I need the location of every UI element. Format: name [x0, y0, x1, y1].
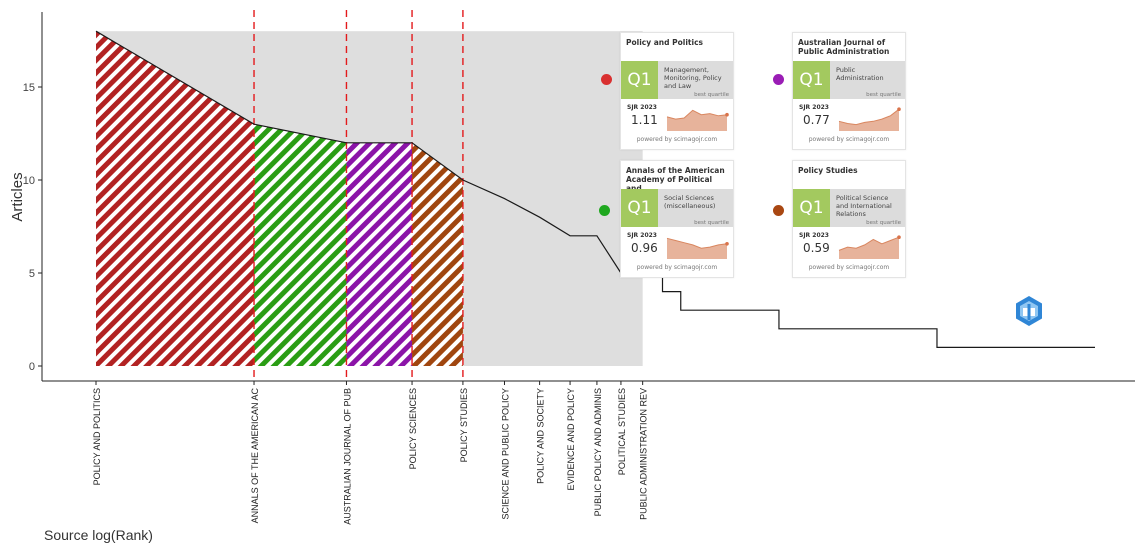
quartile-badge: Q1 — [621, 189, 658, 227]
y-axis-label: Articles — [9, 172, 26, 221]
sparkline-endpoint — [897, 107, 901, 111]
best-quartile-label: best quartile — [694, 92, 729, 98]
sparkline-area — [839, 109, 899, 131]
sjr-label: SJR 2023 — [627, 104, 657, 111]
quartile-badge: Q1 — [793, 61, 830, 99]
sjr-value: 0.96 — [631, 241, 658, 255]
sparkline-line — [666, 237, 728, 249]
journal-card-1: Policy and Politics Q1 Management, Monit… — [620, 32, 734, 150]
card-title: Policy Studies — [798, 166, 858, 175]
sjr-value: 0.77 — [803, 113, 830, 127]
sparkline-line — [666, 109, 728, 120]
y-tick-label: 5 — [29, 268, 35, 280]
x-tick-label: EVIDENCE AND POLICY — [566, 388, 576, 491]
legend-dot-australian-journal — [773, 74, 784, 85]
x-tick-label: AUSTRALIAN JOURNAL OF PUB — [342, 388, 352, 525]
card-category: Management, Monitoring, Policy and Law — [664, 66, 722, 90]
x-tick-label: PUBLIC ADMINISTRATION REV — [639, 388, 649, 520]
journal-card-4: Policy Studies Q1 Political Science and … — [792, 160, 906, 278]
sjr-value: 1.11 — [631, 113, 658, 127]
sparkline-area — [667, 110, 727, 131]
sparkline-endpoint — [725, 242, 729, 246]
sparkline-endpoint — [725, 112, 729, 117]
y-tick-label: 0 — [29, 361, 35, 373]
card-category: Political Science and International Rela… — [836, 194, 892, 218]
x-tick-label: POLICY SCIENCES — [408, 388, 418, 469]
journal-card-2: Australian Journal of Public Administrat… — [792, 32, 906, 150]
hatched-area-segment — [346, 142, 413, 366]
card-quartile-band: Q1 Management, Monitoring, Policy and La… — [621, 61, 733, 99]
sparkline-area — [667, 238, 727, 259]
sjr-label: SJR 2023 — [799, 232, 829, 239]
card-footer: powered by scimagojr.com — [636, 136, 718, 143]
best-quartile-label: best quartile — [694, 220, 729, 226]
x-tick-label: POLICY AND POLITICS — [92, 388, 102, 485]
hatched-area-segment — [412, 142, 463, 366]
card-category: Social Sciences (miscellaneous) — [664, 194, 716, 210]
sjr-value: 0.59 — [803, 241, 830, 255]
quartile-badge: Q1 — [793, 189, 830, 227]
x-tick-label: SCIENCE AND PUBLIC POLICY — [500, 388, 510, 520]
bibliometrix-logo-icon — [1016, 296, 1042, 326]
sjr-sparkline — [838, 235, 901, 259]
card-title: Australian Journal of Public Administrat… — [798, 38, 890, 56]
card-footer: powered by scimagojr.com — [808, 136, 890, 143]
sparkline-endpoint — [897, 235, 901, 239]
legend-dot-policy-and-politics — [601, 74, 612, 85]
best-quartile-label: best quartile — [866, 220, 901, 226]
x-tick-label: POLITICAL STUDIES — [617, 388, 627, 475]
card-footer: powered by scimagojr.com — [808, 264, 890, 271]
y-tick-label: 10 — [23, 175, 35, 187]
legend-dot-annals — [599, 205, 610, 216]
hatched-area-segment — [254, 124, 347, 366]
card-title: Policy and Politics — [626, 38, 703, 47]
x-tick-label: ANNALS OF THE AMERICAN AC — [250, 388, 260, 524]
x-tick-label: POLICY AND SOCIETY — [536, 388, 546, 484]
sparkline-area — [839, 237, 899, 259]
quartile-badge: Q1 — [621, 61, 658, 99]
sjr-label: SJR 2023 — [799, 104, 829, 111]
best-quartile-label: best quartile — [866, 92, 901, 98]
card-quartile-band: Q1 Public Administration best quartile — [793, 61, 905, 99]
sjr-label: SJR 2023 — [627, 232, 657, 239]
x-axis-label: Source log(Rank) — [44, 527, 153, 543]
sjr-sparkline — [838, 107, 901, 131]
sparkline-line — [838, 236, 900, 251]
sjr-sparkline — [666, 237, 729, 259]
card-quartile-band: Q1 Social Sciences (miscellaneous) best … — [621, 189, 733, 227]
card-footer: powered by scimagojr.com — [636, 264, 718, 271]
x-tick-label: PUBLIC POLICY AND ADMINIS — [593, 388, 603, 516]
y-tick-label: 15 — [23, 82, 35, 94]
card-category: Public Administration — [836, 66, 884, 82]
sjr-sparkline — [666, 109, 729, 131]
hatched-area-segment — [96, 31, 255, 366]
journal-card-3: Annals of the American Academy of Politi… — [620, 160, 734, 278]
card-quartile-band: Q1 Political Science and International R… — [793, 189, 905, 227]
card-title: Annals of the American Academy of Politi… — [626, 166, 725, 193]
sparkline-line — [838, 108, 900, 126]
legend-dot-policy-studies — [773, 205, 784, 216]
x-tick-label: POLICY STUDIES — [459, 388, 469, 462]
